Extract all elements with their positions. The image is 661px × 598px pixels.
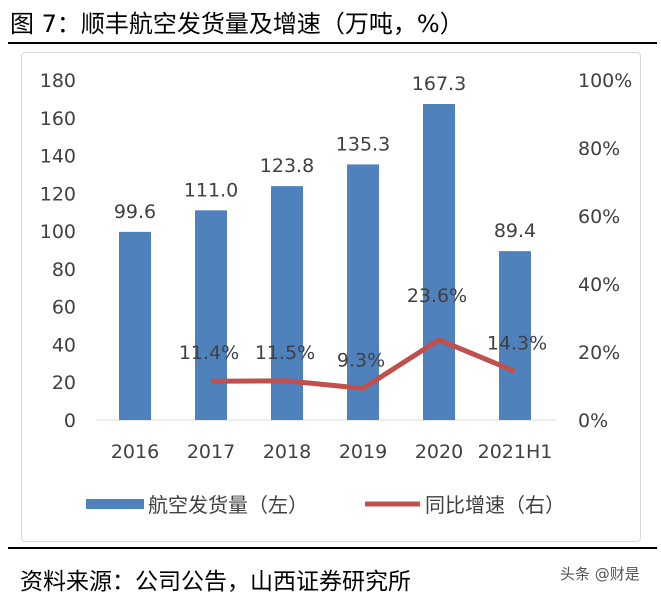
figure-title: 图 7：顺丰航空发货量及增速（万吨，%） bbox=[10, 10, 464, 38]
right-tick-label: 20% bbox=[578, 342, 620, 364]
legend-label: 航空发货量（左） bbox=[148, 493, 308, 517]
bar bbox=[271, 186, 303, 420]
x-tick-label: 2020 bbox=[415, 441, 463, 463]
source-note: 资料来源：公司公告，山西证券研究所 bbox=[20, 569, 411, 595]
bar-data-label: 123.8 bbox=[260, 155, 314, 177]
bar-data-label: 167.3 bbox=[412, 73, 466, 95]
line-data-label: 14.3% bbox=[487, 332, 547, 354]
bar-data-label: 135.3 bbox=[336, 133, 390, 155]
left-tick-label: 180 bbox=[40, 70, 76, 92]
left-tick-label: 20 bbox=[52, 372, 76, 394]
bar-data-label: 89.4 bbox=[494, 220, 536, 242]
watermark: 头条 @财是 bbox=[560, 565, 640, 583]
left-tick-label: 140 bbox=[40, 146, 76, 168]
right-tick-label: 60% bbox=[578, 206, 620, 228]
left-tick-label: 160 bbox=[40, 108, 76, 130]
left-tick-label: 80 bbox=[52, 259, 76, 281]
chart-frame bbox=[21, 52, 641, 542]
x-tick-label: 2017 bbox=[187, 441, 235, 463]
left-tick-label: 40 bbox=[52, 334, 76, 356]
bar bbox=[195, 210, 227, 420]
right-tick-label: 40% bbox=[578, 274, 620, 296]
top-rule bbox=[8, 42, 657, 44]
right-tick-label: 80% bbox=[578, 138, 620, 160]
bottom-rule bbox=[8, 547, 657, 549]
left-tick-label: 100 bbox=[40, 221, 76, 243]
x-tick-label: 2018 bbox=[263, 441, 311, 463]
right-tick-label: 100% bbox=[578, 70, 632, 92]
bar bbox=[423, 103, 455, 420]
bar-data-label: 111.0 bbox=[184, 179, 238, 201]
line-data-label: 23.6% bbox=[407, 285, 467, 307]
left-tick-label: 120 bbox=[40, 183, 76, 205]
line-data-label: 11.4% bbox=[179, 342, 239, 364]
x-tick-label: 2016 bbox=[111, 441, 159, 463]
legend-label: 同比增速（右） bbox=[425, 493, 565, 517]
line-data-label: 11.5% bbox=[255, 342, 315, 364]
left-tick-label: 60 bbox=[52, 297, 76, 319]
line-data-label: 9.3% bbox=[337, 349, 385, 371]
x-tick-label: 2019 bbox=[339, 441, 387, 463]
bar bbox=[347, 164, 379, 420]
legend-swatch-bar bbox=[86, 499, 144, 509]
bar-data-label: 99.6 bbox=[114, 201, 156, 223]
x-tick-label: 2021H1 bbox=[478, 441, 553, 463]
bar bbox=[119, 231, 151, 420]
right-tick-label: 0% bbox=[578, 410, 608, 432]
bar bbox=[499, 251, 531, 420]
left-tick-label: 0 bbox=[64, 410, 76, 432]
